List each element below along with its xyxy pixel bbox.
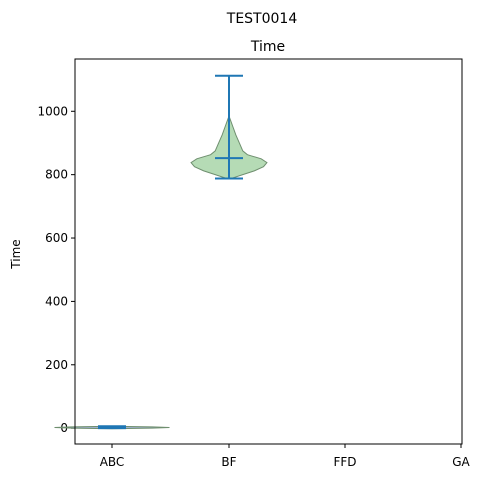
y-tick-label-1000: 1000 bbox=[37, 104, 68, 118]
y-tick-label-400: 400 bbox=[45, 294, 68, 308]
x-tick-label-ffd: FFD bbox=[333, 455, 356, 469]
x-tick-label-bf: BF bbox=[221, 455, 236, 469]
plot-area: 02004006008001000ABCBFFFDGA bbox=[37, 74, 471, 469]
y-tick-label-200: 200 bbox=[45, 358, 68, 372]
y-tick-label-800: 800 bbox=[45, 168, 68, 182]
axes-frame bbox=[74, 58, 463, 445]
x-tick-label-ga: GA bbox=[452, 455, 470, 469]
y-tick-label-600: 600 bbox=[45, 231, 68, 245]
x-tick-label-abc: ABC bbox=[100, 455, 125, 469]
y-axis-label: Time bbox=[9, 239, 23, 269]
chart-suptitle: TEST0014 bbox=[226, 11, 298, 27]
chart-title: Time bbox=[250, 39, 285, 55]
